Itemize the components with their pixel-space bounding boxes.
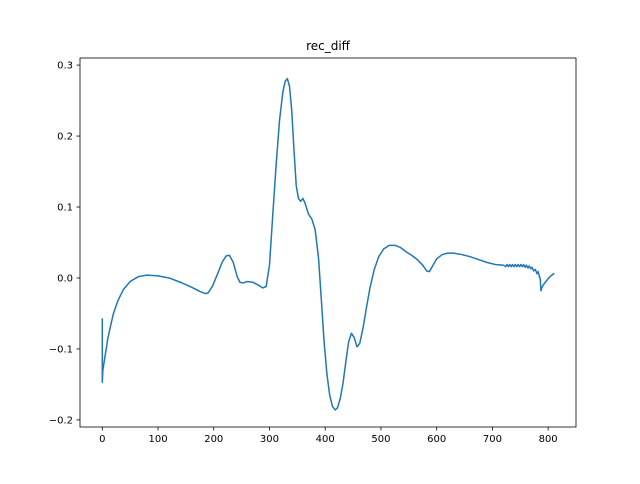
x-tick-label: 0 bbox=[99, 434, 105, 445]
x-tick-label: 300 bbox=[260, 434, 279, 445]
x-tick-label: 700 bbox=[483, 434, 502, 445]
x-tick-label: 200 bbox=[204, 434, 223, 445]
y-tick-label: 0.2 bbox=[57, 132, 73, 143]
axes-frame bbox=[79, 57, 577, 428]
x-tick-label: 400 bbox=[316, 434, 335, 445]
x-tick-label: 800 bbox=[539, 434, 558, 445]
y-tick-label: −0.1 bbox=[49, 344, 73, 355]
y-tick-label: −0.2 bbox=[49, 415, 73, 426]
series-line-0 bbox=[101, 77, 555, 411]
y-tick-label: 0.1 bbox=[57, 203, 73, 214]
x-tick-label: 600 bbox=[427, 434, 446, 445]
x-tick-label: 100 bbox=[148, 434, 167, 445]
y-tick-label: 0.0 bbox=[57, 273, 73, 284]
plot-area: 0 100 200 300 400 500 600 700 800 −0.2 −0.1 0.0 0.1 0… bbox=[49, 57, 577, 445]
x-tick-label: 500 bbox=[371, 434, 390, 445]
chart-title: rec_diff bbox=[306, 39, 351, 53]
y-tick-label: 0.3 bbox=[57, 61, 73, 72]
